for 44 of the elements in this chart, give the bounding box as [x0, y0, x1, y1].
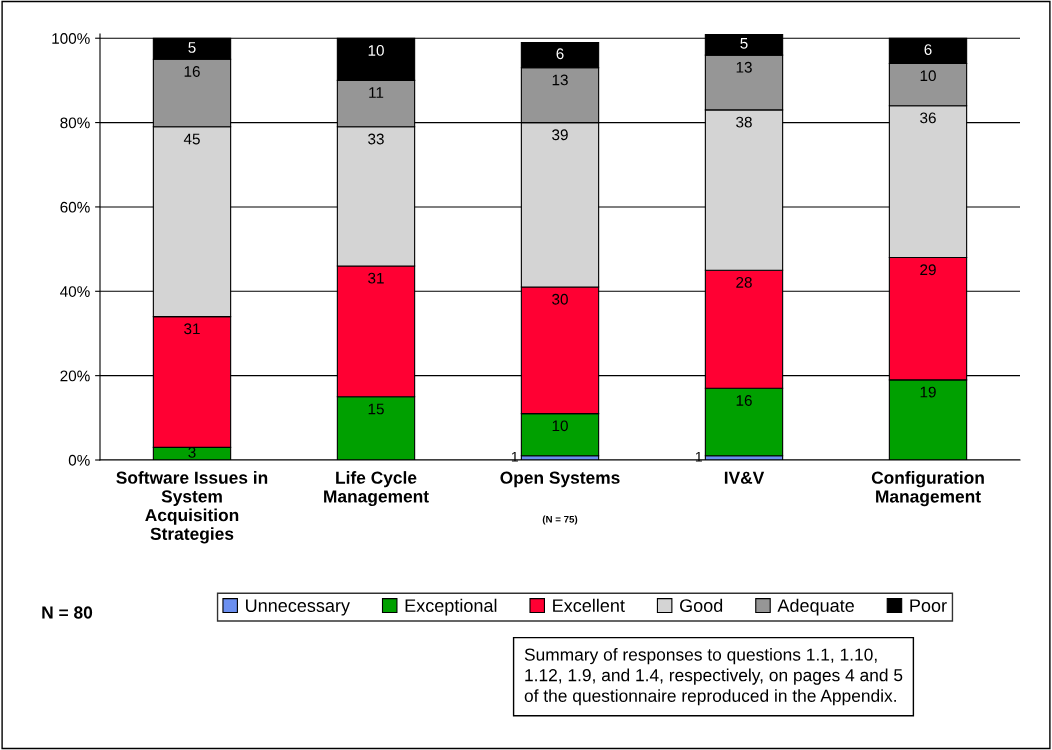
y-tick-label: 40% [60, 286, 90, 297]
data-label: 19 [920, 386, 936, 398]
data-label: 5 [740, 37, 748, 49]
y-tick-label: 100% [52, 33, 90, 44]
data-label: 10 [920, 70, 936, 82]
text: Summary of responses to questions 1.1, 1.10, 1.12, 1.9, and 1.4, respectively, on pages 4 and 5 of the questionnaire reproduced in the Appendix. [524, 648, 903, 706]
data-label: 5 [188, 42, 196, 53]
data-label: 16 [184, 66, 200, 77]
text: N = 80 [42, 606, 93, 619]
data-label: 36 [920, 112, 936, 124]
y-tick-label: 60% [60, 201, 90, 213]
data-label: 13 [552, 74, 568, 86]
data-label: 31 [368, 272, 384, 284]
data-label: 11 [369, 87, 384, 98]
x-tick-label: Life Cycle Management [324, 471, 429, 507]
legend-label: Exceptional [405, 598, 497, 616]
data-label: 29 [920, 264, 936, 276]
text: (N = 75) [542, 515, 578, 525]
x-tick-label: IV&V [724, 471, 765, 484]
y-tick-label: 20% [60, 370, 90, 382]
legend-label: Unnecessary [246, 599, 350, 616]
data-label: 45 [183, 133, 200, 145]
data-label: 10 [368, 45, 384, 56]
y-tick-label: 80% [60, 117, 90, 129]
data-label: 39 [552, 129, 568, 141]
data-label: 16 [736, 395, 752, 406]
legend-label: Poor [910, 599, 947, 612]
x-tick-label: Open Systems [500, 471, 620, 488]
data-label: 6 [556, 48, 564, 60]
data-label: 6 [924, 44, 932, 55]
x-tick-label: Configuration Management [871, 471, 984, 507]
data-label: 10 [552, 420, 568, 432]
legend-label: Good [680, 598, 723, 612]
x-tick-label: Software Issues in System Acquisition Strategies [116, 471, 268, 544]
data-label: 38 [736, 116, 752, 128]
legend-label: Excellent [553, 598, 625, 612]
data-label: 33 [368, 133, 384, 145]
data-label: 15 [368, 403, 384, 415]
data-label: 30 [552, 293, 568, 305]
data-label: 31 [184, 323, 200, 335]
data-label: 28 [736, 276, 752, 288]
y-tick-label: 0% [68, 454, 90, 466]
data-label: 13 [736, 61, 752, 73]
legend-label: Adequate [777, 598, 854, 616]
